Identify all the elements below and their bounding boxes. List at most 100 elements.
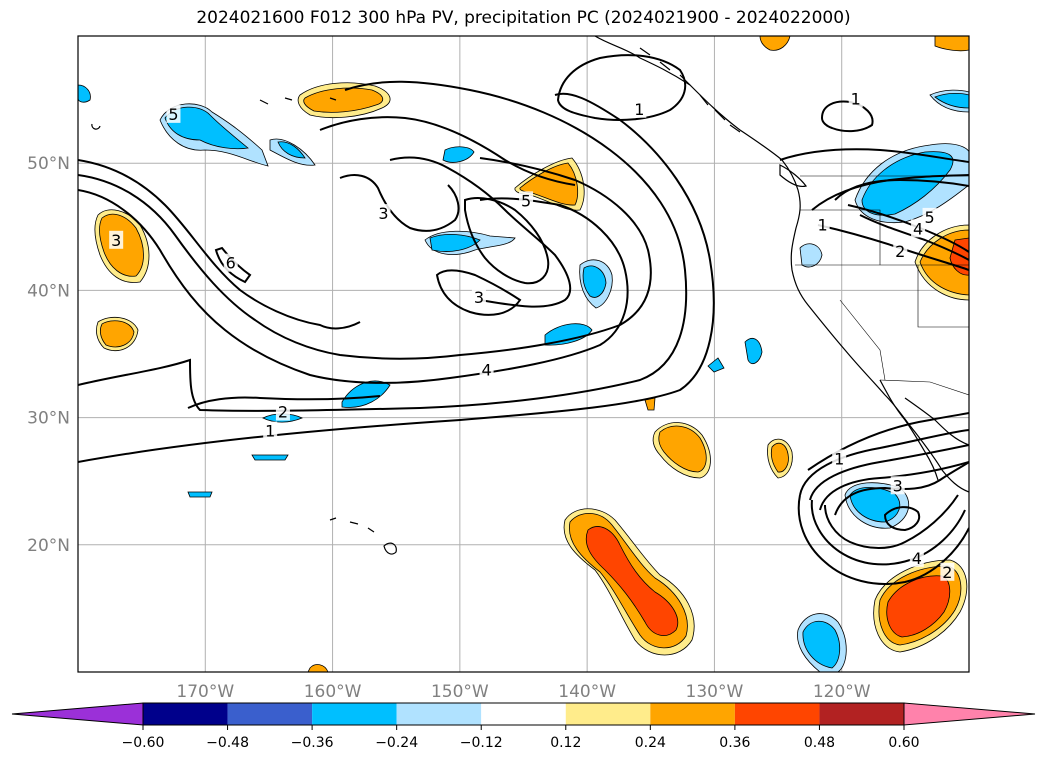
longitude-tick-label: 160°W <box>304 682 362 702</box>
colorbar-segment <box>819 703 904 725</box>
pv-contour-4 <box>78 157 652 360</box>
pv-contour-label-background <box>848 89 863 108</box>
pv-contour-5 <box>78 189 629 384</box>
pv-contour-label: 3 <box>893 476 903 495</box>
aleutian-islands <box>91 97 337 130</box>
pv-contour-label-background <box>890 476 905 495</box>
precip-negative-area <box>251 454 289 461</box>
latitude-tick-labels: 20°N 30°N 40°N 50°N <box>27 154 70 556</box>
pv-contour-label: 5 <box>924 208 934 227</box>
pv-contour-label-background <box>471 288 486 307</box>
pv-contour-29 <box>883 506 921 532</box>
colorbar-extend-high <box>903 702 1036 726</box>
precip-negative-area <box>78 84 91 103</box>
colorbar-tick-label: 0.12 <box>550 735 581 751</box>
precip-negative-area <box>442 146 475 163</box>
precip-negative-area <box>802 620 841 669</box>
pv-contour-12 <box>187 395 381 409</box>
pv-contour-label-background <box>223 253 238 272</box>
colorbar-tick-label: 0.48 <box>804 735 835 751</box>
precip-positive-area <box>886 575 951 638</box>
pv-contour-label-background <box>832 449 847 468</box>
pv-contour-label: 3 <box>378 204 388 223</box>
longitude-tick-label: 130°W <box>686 682 744 702</box>
precip-positive-area <box>99 320 135 348</box>
longitude-tick-label: 150°W <box>431 682 489 702</box>
pv-contour-19 <box>859 214 969 261</box>
pv-contour-label-background <box>940 562 955 581</box>
pv-contour-label-background <box>479 360 494 379</box>
pv-contour-label: 1 <box>851 90 861 109</box>
colorbar-frame <box>142 702 905 726</box>
pv-contour-10 <box>435 269 522 316</box>
precip-negative-area <box>744 337 763 365</box>
pv-contour-label-background <box>909 548 924 567</box>
baja-california-coastline <box>879 379 939 481</box>
pv-contour-24 <box>819 461 969 511</box>
pv-contour-label-background <box>166 104 181 123</box>
pv-contour-label-background <box>922 207 937 226</box>
pv-contour-8 <box>389 156 572 308</box>
precip-negative-area <box>341 380 391 408</box>
colorbar-tick-label: −0.36 <box>291 735 334 751</box>
precip-negative-area <box>187 491 213 498</box>
pv-contour-label: 2 <box>278 403 288 422</box>
latitude-tick-label: 30°N <box>27 409 70 429</box>
precip-negative-area <box>934 92 969 109</box>
pv-contour-label-background <box>911 219 926 238</box>
pv-contour-label-background <box>519 191 534 210</box>
latitude-tick-label: 50°N <box>27 154 70 174</box>
colorbar-tick-label: −0.48 <box>206 735 249 751</box>
pv-contour-label: 1 <box>634 100 644 119</box>
pv-contour-9 <box>464 197 550 285</box>
precip-negative-area <box>582 265 607 298</box>
latitude-tick-label: 20°N <box>27 536 70 556</box>
state-border <box>917 265 969 328</box>
pv-contour-22 <box>799 429 969 496</box>
precip-negative-area <box>707 357 725 373</box>
pv-contour-3 <box>78 159 361 330</box>
us-mexico-border <box>879 379 969 396</box>
pv-contour-13 <box>556 54 687 121</box>
colorbar-segment <box>227 703 313 725</box>
colorbar-segment <box>565 703 651 725</box>
pv-contour-26 <box>797 494 969 585</box>
pv-contour-17 <box>834 178 969 201</box>
colorbar-segment <box>734 703 820 725</box>
pv-contour-27 <box>810 499 966 566</box>
pv-contour-label: 3 <box>111 231 121 250</box>
colorbar-segment <box>650 703 735 725</box>
pv-contour-label-background <box>275 402 290 421</box>
pv-contour-label: 5 <box>168 105 178 124</box>
colorbar-tick-label: −0.24 <box>375 735 418 751</box>
precip-positive-area <box>585 526 679 636</box>
pv-contour-25 <box>834 461 969 516</box>
hawaii-islands <box>329 517 397 555</box>
precip-positive-area <box>770 442 789 473</box>
precip-positive-area <box>658 425 707 473</box>
pv-contour-label-background <box>109 230 124 249</box>
plot-title: 2024021600 F012 300 hPa PV, precipitatio… <box>196 8 851 28</box>
pv-contour-label-background <box>893 242 908 261</box>
pv-contour-label: 1 <box>265 422 275 441</box>
colorbar-tick-label: 0.36 <box>719 735 750 751</box>
pv-contour-label-background <box>632 99 647 118</box>
pv-contours <box>78 54 969 585</box>
longitude-tick-label: 120°W <box>813 682 871 702</box>
pv-contour-label: 5 <box>521 191 531 210</box>
colorbar: −0.60 −0.48 −0.36 −0.24 −0.12 0.12 0.24 0.36 0.4… <box>11 702 1036 751</box>
pv-contour-23 <box>809 444 969 501</box>
precip-positive-area <box>759 36 791 51</box>
pv-contour-28 <box>824 494 959 549</box>
longitude-tick-label: 170°W <box>176 682 234 702</box>
colorbar-segment <box>143 703 228 725</box>
longitude-tick-labels: 170°W 160°W 150°W 140°W 130°W 120°W <box>176 682 870 702</box>
precip-positive-area <box>307 664 329 672</box>
pv-contour-label: 1 <box>818 216 828 235</box>
colorbar-segment <box>481 703 566 725</box>
precip-negative-area <box>277 141 306 159</box>
pv-contour-1 <box>78 92 715 463</box>
pv-contour-label-background <box>376 204 391 223</box>
